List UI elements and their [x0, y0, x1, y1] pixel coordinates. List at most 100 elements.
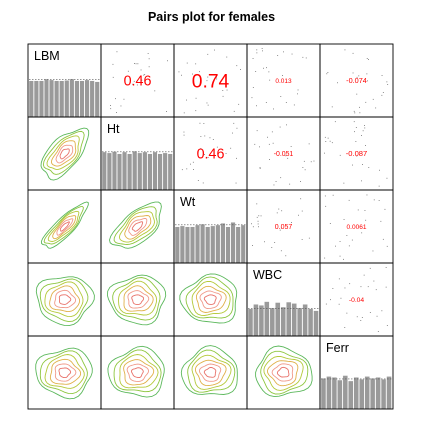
- density-contour: [198, 363, 222, 382]
- scatter-point: [313, 160, 315, 162]
- scatter-point: [356, 155, 358, 157]
- scatter-point: [365, 145, 366, 146]
- panel-frame: [100, 262, 175, 337]
- scatter-point: [252, 58, 254, 59]
- scatter-point: [258, 215, 260, 217]
- scatter-point: [263, 67, 264, 69]
- histogram-bar: [111, 151, 117, 191]
- scatter-point: [377, 331, 379, 332]
- histogram-bar: [364, 376, 370, 410]
- density-contour: [179, 273, 238, 324]
- diagonal-label-wbc: WBC: [253, 268, 282, 282]
- scatter-point: [166, 111, 167, 112]
- scatter-point: [352, 164, 353, 166]
- scatter-point: [209, 137, 211, 139]
- scatter-point: [195, 63, 197, 65]
- scatter-point: [330, 299, 331, 301]
- scatter-point: [147, 53, 149, 54]
- scatter-point: [354, 131, 355, 133]
- density-contour: [123, 359, 155, 386]
- scatter-point: [384, 208, 386, 210]
- diagonal-label-ferr: Ferr: [326, 341, 349, 355]
- scatter-point: [360, 320, 362, 321]
- scatter-point: [233, 110, 235, 112]
- scatter-point: [167, 60, 168, 62]
- scatter-point: [280, 250, 282, 252]
- scatter-point: [366, 194, 368, 196]
- scatter-point: [230, 147, 232, 149]
- density-contour: [119, 354, 159, 389]
- histogram-bar: [184, 226, 190, 264]
- scatter-point: [308, 143, 310, 145]
- density-contour: [180, 345, 238, 395]
- scatter-point: [206, 102, 208, 104]
- density-contour: [126, 363, 150, 382]
- histogram-bar: [359, 378, 365, 410]
- histogram-bar: [210, 225, 216, 264]
- scatter-point: [112, 63, 114, 65]
- scatter-point: [344, 49, 346, 51]
- scatter-point: [226, 56, 228, 58]
- scatter-point: [116, 51, 118, 53]
- scatter-point: [351, 239, 353, 241]
- scatter-point: [271, 131, 273, 133]
- scatter-point: [258, 226, 259, 228]
- histogram-bar: [348, 380, 354, 410]
- scatter-point: [154, 90, 156, 92]
- histogram-bar: [33, 80, 39, 118]
- scatter-point: [353, 110, 355, 112]
- correlation-label-0: 0.46: [124, 73, 152, 89]
- scatter-point: [285, 155, 287, 157]
- density-contour: [106, 274, 167, 326]
- scatter-point: [120, 105, 122, 107]
- scatter-point: [207, 76, 209, 78]
- scatter-point: [236, 157, 237, 159]
- scatter-point: [362, 130, 364, 132]
- scatter-point: [280, 227, 282, 229]
- scatter-point: [136, 84, 138, 86]
- histogram-bar: [122, 151, 128, 191]
- histogram-bar: [313, 310, 319, 337]
- scatter-point: [278, 208, 280, 210]
- scatter-point: [365, 219, 367, 221]
- density-contour: [54, 289, 77, 309]
- histogram-bar: [137, 152, 143, 191]
- scatter-point: [343, 258, 344, 260]
- scatter-point: [261, 48, 263, 49]
- scatter-point: [226, 89, 228, 91]
- scatter-point: [279, 229, 281, 231]
- scatter-point: [344, 287, 346, 289]
- scatter-point: [233, 122, 235, 124]
- scatter-point: [273, 108, 274, 110]
- scatter-point: [381, 310, 383, 312]
- scatter-point: [115, 98, 116, 100]
- scatter-point: [373, 280, 375, 282]
- scatter-point: [364, 125, 365, 126]
- correlation-label-9: -0.04: [349, 297, 365, 304]
- density-contour: [203, 367, 217, 378]
- correlation-label-8: 0.0061: [347, 224, 367, 231]
- scatter-point: [375, 107, 377, 109]
- density-contour: [40, 201, 89, 249]
- scatter-point: [276, 212, 278, 214]
- scatter-point: [238, 103, 240, 105]
- density-contour: [187, 349, 236, 393]
- scatter-point: [365, 101, 367, 103]
- scatter-point: [367, 286, 369, 288]
- scatter-point: [137, 63, 139, 65]
- scatter-point: [337, 82, 338, 84]
- scatter-point: [331, 142, 333, 144]
- correlation-label-1: 0.74: [192, 71, 230, 92]
- scatter-point: [275, 181, 277, 182]
- scatter-point: [373, 199, 375, 201]
- scatter-point: [192, 73, 193, 75]
- scatter-point: [331, 106, 333, 108]
- scatter-point: [259, 168, 261, 169]
- histogram-bar: [147, 153, 153, 191]
- scatter-point: [285, 102, 287, 103]
- scatter-point: [378, 200, 380, 201]
- histogram-bar: [54, 80, 60, 118]
- scatter-point: [281, 210, 283, 212]
- scatter-point: [216, 78, 218, 80]
- histogram-bar: [69, 78, 75, 118]
